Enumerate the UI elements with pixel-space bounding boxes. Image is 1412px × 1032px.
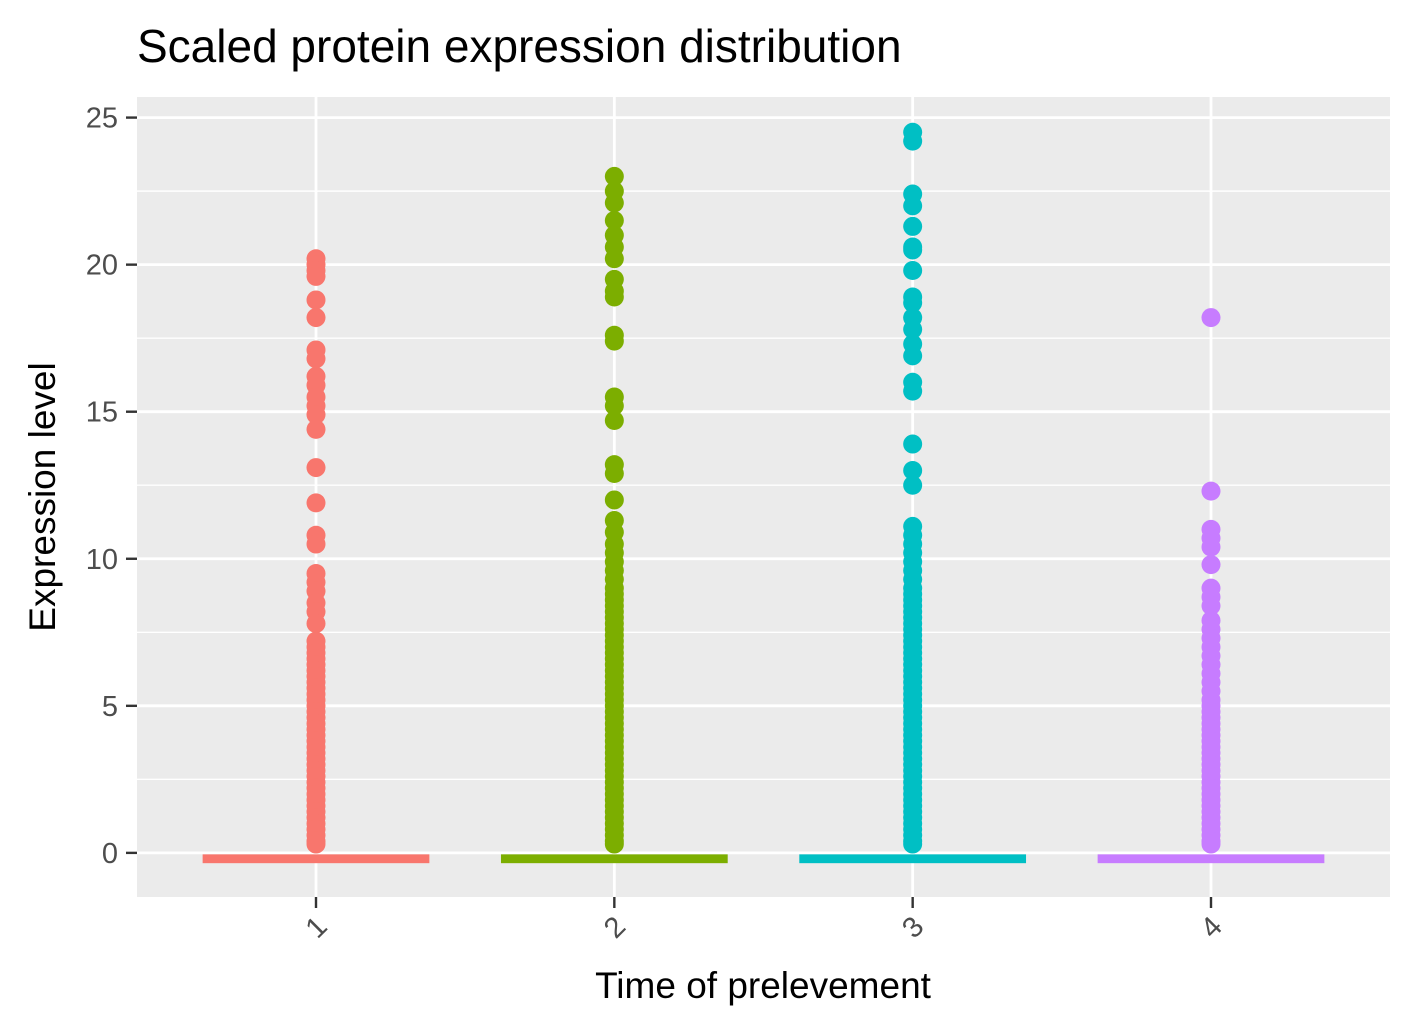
data-point xyxy=(1201,537,1221,557)
data-point xyxy=(604,249,624,269)
data-point xyxy=(903,346,923,366)
x-axis-title: Time of prelevement xyxy=(595,965,932,1006)
data-point xyxy=(306,613,326,633)
data-point xyxy=(1201,555,1221,575)
y-tick-label: 15 xyxy=(86,397,118,429)
data-point xyxy=(604,166,624,186)
data-point xyxy=(903,131,923,151)
data-point xyxy=(903,381,923,401)
data-point xyxy=(903,293,923,313)
zero-band-4 xyxy=(1097,854,1325,864)
zero-band-3 xyxy=(799,854,1027,864)
data-point xyxy=(306,458,326,478)
data-point xyxy=(604,211,624,231)
data-point xyxy=(1201,596,1221,616)
data-point xyxy=(604,463,624,483)
y-tick-label: 10 xyxy=(86,544,118,576)
x-axis: 1 2 3 4 xyxy=(300,897,1229,945)
data-point xyxy=(903,261,923,281)
data-point xyxy=(1201,308,1221,328)
y-axis-title: Expression level xyxy=(22,362,63,631)
data-marks xyxy=(202,122,1325,864)
data-point xyxy=(306,405,326,425)
x-tick-label: 3 xyxy=(896,911,930,945)
data-point xyxy=(306,534,326,554)
data-point xyxy=(903,475,923,495)
chart-title: Scaled protein expression distribution xyxy=(137,20,902,72)
data-point xyxy=(306,834,326,854)
data-point xyxy=(306,290,326,310)
data-point xyxy=(903,319,923,339)
data-point xyxy=(1201,481,1221,501)
data-point xyxy=(604,331,624,351)
data-point xyxy=(1201,834,1221,854)
x-tick-label: 1 xyxy=(300,911,334,945)
y-axis: 0 5 10 15 20 25 xyxy=(86,103,137,870)
data-point xyxy=(903,196,923,216)
data-point xyxy=(604,834,624,854)
data-point xyxy=(903,240,923,260)
data-point xyxy=(306,493,326,513)
y-tick-label: 25 xyxy=(86,103,118,135)
data-point xyxy=(903,461,923,481)
data-point xyxy=(306,349,326,369)
x-tick-label: 4 xyxy=(1195,911,1229,945)
data-point xyxy=(604,411,624,431)
data-point xyxy=(306,419,326,439)
plot-panel xyxy=(137,97,1390,897)
data-point xyxy=(604,287,624,307)
data-point xyxy=(903,434,923,454)
data-point xyxy=(604,193,624,213)
grid-minor xyxy=(137,190,1390,781)
y-tick-label: 5 xyxy=(102,691,118,723)
y-tick-label: 0 xyxy=(102,838,118,870)
x-tick-label: 2 xyxy=(598,911,632,945)
data-point xyxy=(306,308,326,328)
zero-band-1 xyxy=(202,854,430,864)
data-point xyxy=(604,490,624,510)
data-point xyxy=(903,834,923,854)
y-tick-label: 20 xyxy=(86,250,118,282)
zero-band-2 xyxy=(500,854,728,864)
data-point xyxy=(306,266,326,286)
data-point xyxy=(604,396,624,416)
data-point xyxy=(903,216,923,236)
